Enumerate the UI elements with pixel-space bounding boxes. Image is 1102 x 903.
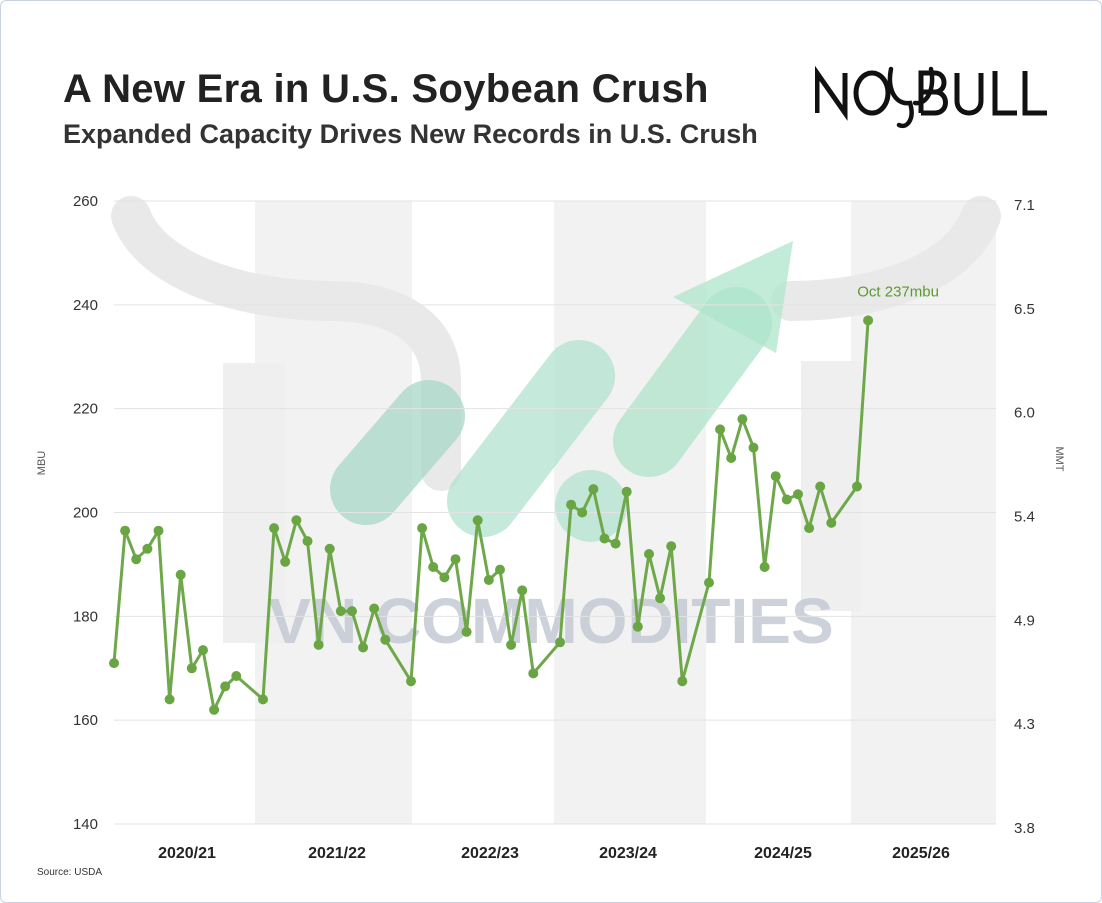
data-point — [231, 671, 242, 681]
data-point — [495, 564, 505, 575]
data-point — [704, 577, 714, 588]
x-tick-label: 2022/23 — [461, 845, 519, 862]
data-point — [324, 543, 335, 554]
y2-tick-label: 6.5 — [1014, 301, 1035, 318]
y-tick-label: 240 — [73, 297, 98, 314]
y2-axis-title: MMT — [1053, 446, 1065, 471]
data-point — [781, 494, 792, 505]
y2-tick-label: 7.1 — [1014, 197, 1035, 214]
data-point — [291, 515, 302, 526]
chart-title: A New Era in U.S. Soybean Crush — [63, 67, 709, 111]
data-point — [483, 575, 494, 585]
data-point — [517, 585, 528, 596]
data-point — [815, 481, 826, 492]
data-point — [588, 484, 599, 495]
data-point — [209, 704, 220, 715]
data-point — [632, 621, 643, 632]
data-point — [450, 554, 461, 565]
data-point — [302, 536, 313, 547]
data-point — [793, 489, 803, 500]
x-tick-label: 2023/24 — [599, 845, 657, 862]
annotations: Oct 237mbu — [857, 283, 939, 300]
y-tick-label: 200 — [73, 505, 98, 522]
data-point — [726, 453, 737, 463]
data-point — [715, 424, 726, 435]
no-bull-logo — [815, 65, 1047, 129]
data-point — [759, 562, 770, 572]
data-point — [269, 523, 280, 534]
data-point — [472, 515, 483, 526]
y2-tick-label: 6.0 — [1014, 405, 1035, 422]
y-axis-left: 140 160 180 200 220 240 260 — [73, 193, 98, 833]
data-point — [644, 549, 654, 559]
watermark-text: VN COMMODITIES — [268, 585, 833, 657]
grid-lines — [114, 200, 996, 825]
data-point — [804, 523, 815, 534]
data-point — [610, 538, 621, 549]
y-tick-label: 160 — [73, 712, 98, 729]
y-axis-right: 3.8 4.3 4.9 5.4 6.0 6.5 7.1 — [1014, 197, 1035, 837]
data-point — [555, 637, 565, 648]
y-tick-label: 220 — [73, 401, 98, 418]
data-point — [153, 525, 164, 536]
data-point — [439, 572, 450, 583]
data-point — [380, 634, 391, 645]
data-point — [770, 471, 781, 482]
annotation-label: Oct 237mbu — [857, 283, 939, 300]
data-point — [677, 676, 688, 687]
x-axis: 2020/21 2021/22 2022/23 2023/24 2024/25 2025/… — [158, 845, 950, 862]
data-point — [280, 556, 291, 567]
data-point — [258, 694, 268, 705]
data-point — [198, 645, 208, 656]
data-point — [369, 603, 380, 614]
data-point — [406, 676, 416, 687]
data-point — [566, 499, 577, 510]
data-point — [220, 681, 231, 692]
y-axis-title: MBU — [36, 451, 48, 476]
source-note: Source: USDA — [37, 867, 103, 878]
data-point — [335, 606, 346, 617]
x-tick-label: 2024/25 — [754, 845, 812, 862]
data-point — [528, 668, 539, 679]
y-tick-label: 140 — [73, 816, 98, 833]
data-point — [428, 562, 439, 572]
y2-tick-label: 4.3 — [1014, 716, 1035, 733]
y2-tick-label: 3.8 — [1014, 820, 1035, 837]
data-point — [666, 541, 677, 552]
data-point — [748, 442, 759, 453]
data-point — [863, 315, 874, 326]
y-tick-label: 260 — [73, 193, 98, 210]
y-tick-label: 180 — [73, 608, 98, 625]
data-point — [313, 639, 324, 650]
data-point — [621, 486, 632, 497]
series-crush — [109, 315, 874, 715]
data-point — [826, 517, 837, 528]
data-point — [599, 533, 610, 544]
data-point — [131, 554, 142, 565]
data-point — [347, 606, 357, 617]
x-tick-label: 2021/22 — [308, 845, 366, 862]
data-point — [461, 626, 472, 637]
x-tick-label: 2025/26 — [892, 845, 950, 862]
data-point — [417, 523, 428, 534]
data-point — [186, 663, 197, 674]
data-point — [142, 543, 153, 554]
data-point — [577, 507, 588, 518]
data-point — [655, 593, 666, 604]
x-tick-label: 2020/21 — [158, 845, 216, 862]
data-point — [358, 642, 369, 653]
y2-tick-label: 4.9 — [1014, 612, 1035, 629]
data-point — [852, 481, 862, 492]
data-point — [120, 525, 131, 536]
data-point — [164, 694, 175, 705]
chart-subtitle: Expanded Capacity Drives New Records in … — [63, 119, 758, 149]
data-point — [109, 658, 119, 669]
data-point — [175, 569, 186, 580]
data-point — [506, 639, 517, 650]
y2-tick-label: 5.4 — [1014, 509, 1035, 526]
data-point — [737, 414, 748, 425]
